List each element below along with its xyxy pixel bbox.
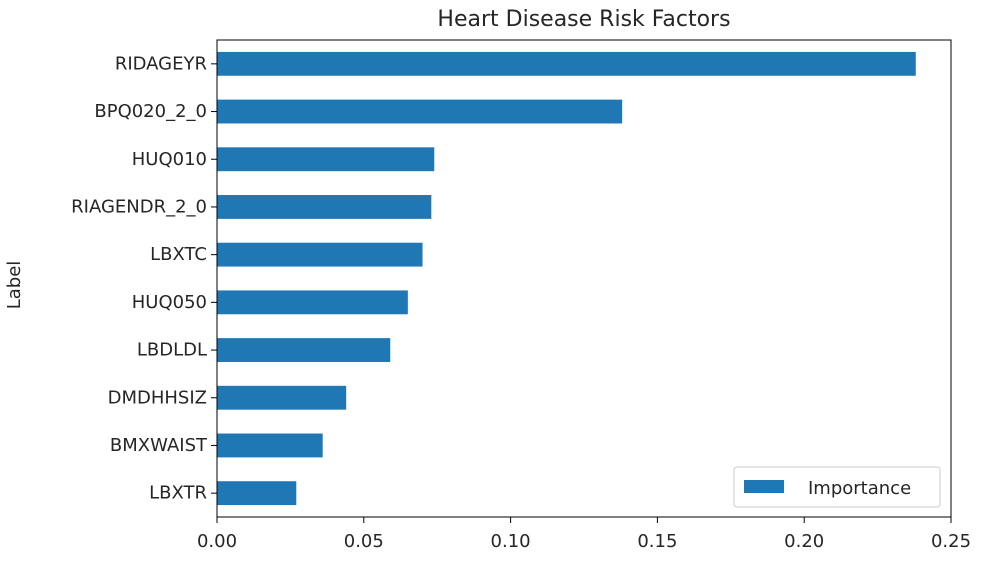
y-tick-label: HUQ050 [132,292,207,313]
bar-ridageyr [217,51,916,76]
y-tick-label: RIDAGEYR [115,53,207,74]
y-tick-label: DMDHHSIZ [108,387,207,408]
legend: Importance [733,466,941,508]
bar-dmdhhsiz [217,385,347,410]
x-tick-label: 0.05 [344,531,384,552]
y-tick-label: LBDLDL [137,340,207,361]
x-tick-label: 0.25 [931,531,971,552]
y-tick-label: BMXWAIST [110,435,208,456]
chart-title: Heart Disease Risk Factors [437,7,730,32]
legend-box [733,466,941,508]
bar-lbxtc [217,242,423,267]
bar-huq010 [217,147,435,172]
x-tick-label: 0.20 [784,531,824,552]
bar-lbxtr [217,481,297,506]
y-tick-label: BPQ020_2_0 [94,101,207,122]
legend-swatch [744,480,784,493]
bar-bpq020-2-0 [217,99,623,124]
bar-huq050 [217,290,408,315]
y-axis-ticks: RIDAGEYR BPQ020_2_0 HUQ010 RIAGENDR_2_0 LBXT… [71,53,217,504]
legend-label-importance: Importance [808,478,911,499]
x-tick-label: 0.00 [197,531,237,552]
y-axis-label: Label [4,261,25,310]
y-tick-label: LBXTC [150,244,207,265]
y-tick-label: HUQ010 [132,149,207,170]
y-tick-label: RIAGENDR_2_0 [71,196,207,217]
plot-frame [216,39,952,518]
bar-lbdldl [217,338,391,362]
y-tick-label: LBXTR [149,483,207,504]
bar-riagendr-2-0 [217,195,432,219]
bar-bmxwaist [217,433,323,458]
x-tick-label: 0.10 [491,531,531,552]
x-tick-label: 0.15 [637,531,677,552]
x-axis-ticks: 0.00 0.05 0.10 0.15 0.20 0.25 [197,517,971,552]
bars-group [217,51,916,506]
